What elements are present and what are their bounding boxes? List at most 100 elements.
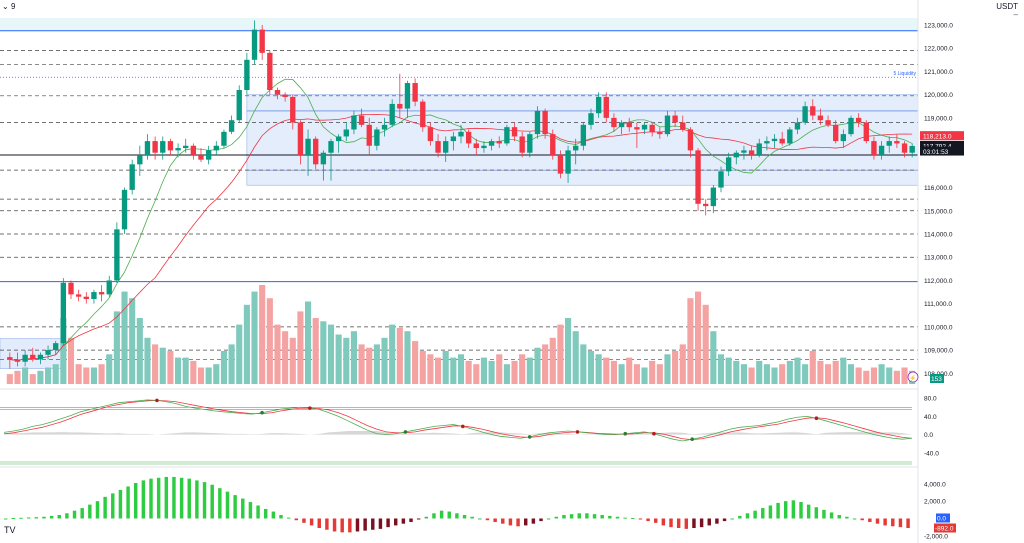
candle-body bbox=[496, 141, 502, 144]
macd-histogram-bar bbox=[416, 518, 421, 520]
volume-bar bbox=[228, 344, 235, 384]
volume-bar bbox=[549, 337, 556, 384]
macd-histogram-bar bbox=[34, 517, 39, 519]
macd-histogram-bar bbox=[149, 478, 153, 519]
candle-body bbox=[817, 115, 824, 121]
rsi-cross-dot bbox=[155, 398, 159, 403]
macd-histogram-bar bbox=[264, 508, 268, 519]
macd-histogram-bar bbox=[187, 478, 191, 519]
volume-bar bbox=[366, 347, 373, 384]
macd-histogram-bar bbox=[837, 515, 841, 519]
candle-body bbox=[374, 129, 380, 146]
candle-body bbox=[45, 350, 51, 355]
volume-bar bbox=[152, 344, 159, 384]
macd-histogram-bar bbox=[4, 518, 8, 520]
macd-histogram-bar bbox=[156, 477, 161, 519]
price-tick-label: 110,000.0 bbox=[924, 324, 953, 331]
volume-bar bbox=[725, 357, 732, 384]
candle-body bbox=[152, 141, 158, 153]
candle-body bbox=[313, 138, 319, 165]
candle-body bbox=[603, 96, 609, 118]
volume-bar bbox=[779, 364, 786, 384]
volume-tag[interactable] bbox=[930, 374, 944, 383]
rsi-histogram-area bbox=[4, 430, 912, 435]
candle-body bbox=[129, 164, 135, 190]
macd-histogram-bar bbox=[516, 518, 520, 527]
macd-histogram-bar bbox=[225, 491, 230, 519]
volume-bar bbox=[159, 347, 166, 384]
volume-bar bbox=[488, 360, 495, 384]
candle-body bbox=[664, 115, 671, 135]
volume-bar bbox=[542, 344, 549, 384]
volume-bar bbox=[855, 367, 862, 384]
volume-bar bbox=[740, 364, 747, 384]
volume-bar bbox=[327, 324, 335, 384]
lightning-icon[interactable] bbox=[907, 371, 919, 383]
macd-histogram-bar bbox=[738, 515, 742, 519]
macd-histogram-bar bbox=[730, 518, 734, 520]
candle-body bbox=[53, 343, 59, 351]
price-tick-label: 116,000.0 bbox=[924, 185, 953, 192]
rsi-main-line bbox=[3, 399, 913, 442]
macd-histogram-bar bbox=[88, 504, 92, 519]
volume-bar bbox=[847, 364, 855, 384]
macd-value-tag[interactable] bbox=[936, 513, 950, 523]
volume-bar bbox=[756, 360, 763, 384]
rsi-tick-label: 40.0 bbox=[924, 414, 937, 421]
candle-body bbox=[771, 138, 778, 142]
volume-bar bbox=[878, 364, 885, 384]
volume-bar bbox=[427, 354, 434, 384]
candle-body bbox=[741, 150, 747, 153]
volume-bar bbox=[633, 364, 640, 384]
macd-signal-label: -892.0 bbox=[935, 525, 954, 532]
volume-bar bbox=[557, 324, 564, 384]
candle-body bbox=[251, 29, 258, 60]
macd-histogram-bar bbox=[294, 518, 299, 521]
volume-bar bbox=[213, 364, 220, 384]
macd-histogram-bar bbox=[134, 482, 138, 519]
candle-body bbox=[236, 90, 242, 121]
volume-bar bbox=[297, 311, 304, 384]
volume-bar bbox=[358, 344, 365, 384]
candle-body bbox=[358, 115, 365, 125]
volume-bar bbox=[75, 364, 82, 384]
price-tick-label: 114,000.0 bbox=[924, 232, 953, 239]
currency-label[interactable]: USDT bbox=[996, 2, 1018, 11]
macd-histogram-bar bbox=[891, 518, 895, 527]
demand-box bbox=[0, 338, 64, 369]
candle-body bbox=[550, 134, 556, 156]
candle-body bbox=[878, 145, 885, 156]
macd-histogram-bar bbox=[692, 518, 696, 529]
chevron-down-icon[interactable]: ⌄ bbox=[2, 2, 9, 11]
macd-histogram-bar bbox=[485, 518, 490, 521]
price-tag[interactable] bbox=[920, 140, 964, 150]
candle-body bbox=[290, 96, 296, 123]
price-tick-label: 121,000.0 bbox=[924, 69, 953, 76]
volume-bar bbox=[305, 301, 312, 384]
candle-body bbox=[83, 296, 89, 300]
price-tick-label: 113,000.0 bbox=[924, 255, 953, 262]
macd-histogram-bar bbox=[95, 501, 100, 519]
candle-body bbox=[335, 136, 342, 142]
candle-body bbox=[825, 120, 831, 125]
candle-body bbox=[121, 189, 128, 230]
candle-body bbox=[75, 294, 82, 297]
candle-body bbox=[764, 141, 770, 144]
candle-body bbox=[91, 292, 97, 300]
candle-body bbox=[672, 115, 678, 123]
candle-body bbox=[573, 145, 579, 151]
macd-histogram-bar bbox=[279, 515, 283, 519]
macd-histogram-bar bbox=[478, 518, 482, 520]
candle-body bbox=[725, 157, 732, 172]
candle-body bbox=[626, 122, 632, 128]
price-tag[interactable] bbox=[920, 131, 964, 141]
interval-badge[interactable]: ⌄ 9 bbox=[2, 2, 16, 11]
candle-body bbox=[244, 59, 250, 90]
volume-bar bbox=[794, 357, 801, 384]
macd-histogram-bar bbox=[439, 510, 444, 519]
price-tag[interactable] bbox=[920, 146, 964, 156]
minus-icon[interactable]: – bbox=[1013, 10, 1018, 19]
macd-histogram-bar bbox=[768, 505, 773, 519]
macd-signal-tag[interactable] bbox=[934, 523, 956, 533]
